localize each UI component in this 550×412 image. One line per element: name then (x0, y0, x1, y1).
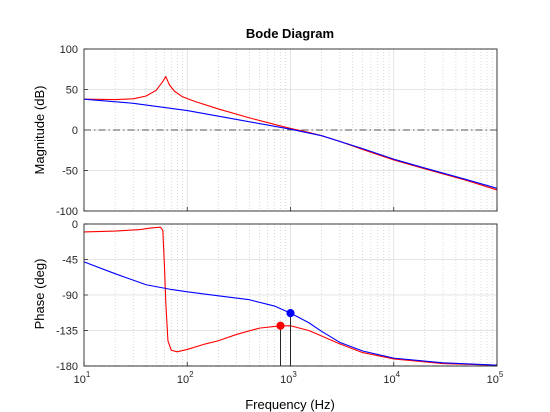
y-tick-label: 50 (66, 85, 78, 97)
series-line (83, 226, 498, 366)
magnitude-panel: 100 50 0 -50 -100 (56, 44, 498, 218)
y-tick-label: 0 (72, 219, 78, 231)
x-tick-label: 105 (487, 370, 504, 386)
magnitude-y-axis-label: Magnitude (dB) (32, 86, 47, 175)
x-tick-label: 104 (383, 370, 400, 386)
y-tick-label: -45 (62, 255, 78, 267)
x-tick-label: 102 (177, 370, 194, 386)
y-tick-label: 100 (60, 44, 78, 56)
series-line (83, 75, 498, 191)
x-axis-label: Frequency (Hz) (245, 397, 335, 412)
y-tick-label: -90 (62, 290, 78, 302)
marker-point (286, 309, 295, 318)
y-tick-label: 0 (72, 125, 78, 137)
x-tick-label: 103 (280, 370, 297, 386)
chart-title: Bode Diagram (246, 26, 334, 41)
x-tick-label: 101 (74, 370, 91, 386)
series-line (83, 261, 498, 366)
y-tick-label: -100 (56, 206, 78, 218)
y-tick-label: -180 (56, 361, 78, 373)
marker-point (276, 321, 285, 330)
series-line (83, 98, 498, 189)
y-tick-label: -135 (56, 326, 78, 338)
phase-y-axis-label: Phase (deg) (32, 259, 47, 330)
y-tick-label: -50 (62, 166, 78, 178)
